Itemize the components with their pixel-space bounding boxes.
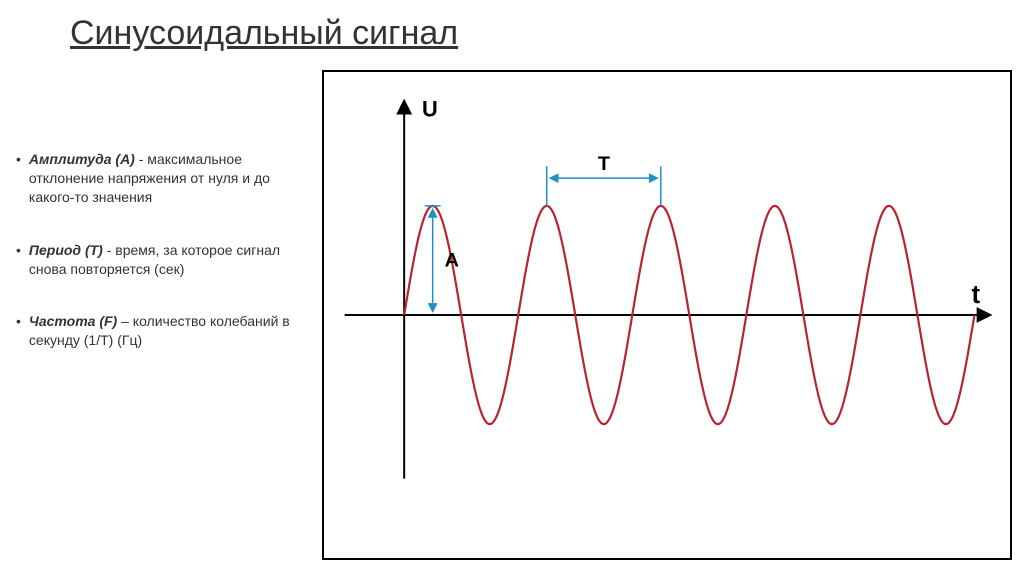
definition-term: Амплитуда (А) bbox=[29, 151, 135, 167]
definition-term: Период (Т) bbox=[29, 242, 103, 258]
definition-body: Амплитуда (А) - максимальное отклонение … bbox=[29, 150, 296, 207]
definition-item: • Частота (F) – количество колебаний в с… bbox=[16, 312, 296, 350]
svg-text:Т: Т bbox=[598, 153, 610, 175]
bullet-icon: • bbox=[16, 241, 21, 279]
svg-text:U: U bbox=[422, 97, 438, 122]
definition-term: Частота (F) bbox=[29, 313, 117, 329]
sine-chart: Ut А Т bbox=[322, 70, 1012, 560]
bullet-icon: • bbox=[16, 312, 21, 350]
svg-text:t: t bbox=[971, 281, 980, 309]
definition-body: Частота (F) – количество колебаний в сек… bbox=[29, 312, 296, 350]
definitions-list: • Амплитуда (А) - максимальное отклонени… bbox=[16, 150, 296, 384]
slide-title: Синусоидальный сигнал bbox=[70, 14, 458, 53]
definition-item: • Период (Т) - время, за которое сигнал … bbox=[16, 241, 296, 279]
definition-item: • Амплитуда (А) - максимальное отклонени… bbox=[16, 150, 296, 207]
definition-body: Период (Т) - время, за которое сигнал сн… bbox=[29, 241, 296, 279]
sine-svg: Ut А Т bbox=[324, 72, 1010, 558]
bullet-icon: • bbox=[16, 150, 21, 207]
svg-text:А: А bbox=[445, 249, 459, 271]
